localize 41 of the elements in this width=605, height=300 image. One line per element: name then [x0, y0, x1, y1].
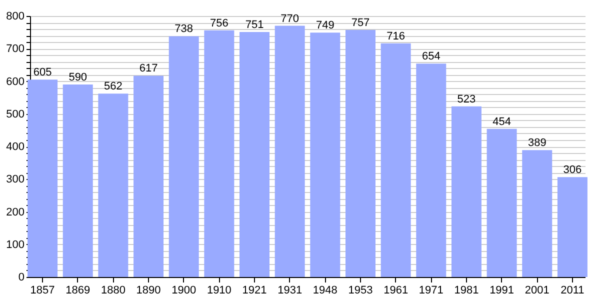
y-tick-label: 400 [6, 141, 24, 153]
data-label: 756 [210, 17, 228, 30]
data-label: 751 [245, 18, 264, 31]
data-label: 654 [422, 50, 440, 63]
x-tick-label: 1869 [66, 284, 90, 296]
data-label: 770 [280, 12, 300, 25]
y-tick-label: 100 [6, 238, 24, 251]
x-tick-label: 1981 [454, 284, 479, 296]
x-tick-label: 1991 [490, 284, 514, 296]
data-label: 562 [104, 80, 122, 93]
y-tick-label: 300 [6, 174, 24, 186]
data-label: 590 [68, 72, 88, 84]
y-tick-label: 700 [6, 43, 24, 56]
x-tick-label: 1900 [172, 284, 196, 296]
x-tick-label: 1880 [100, 284, 126, 296]
x-tick-label: 1857 [30, 284, 55, 296]
x-tick-label: 1961 [384, 284, 408, 296]
data-label: 454 [492, 116, 511, 128]
x-tick-label: 1953 [348, 284, 373, 296]
x-tick-label: 1971 [418, 284, 444, 296]
data-label: 306 [563, 164, 582, 176]
data-label: 605 [33, 66, 52, 79]
x-tick-label: 1890 [136, 284, 161, 296]
data-label: 617 [139, 62, 158, 75]
data-label: 738 [174, 23, 194, 36]
x-tick-label: 2001 [524, 284, 550, 296]
data-label: 757 [351, 17, 370, 30]
data-label: 389 [528, 137, 546, 150]
x-tick-label: 1921 [242, 284, 267, 296]
data-label: 716 [386, 30, 405, 42]
y-tick-label: 800 [6, 10, 24, 22]
y-tick-label: 500 [6, 108, 24, 120]
y-tick-label: 600 [6, 76, 24, 88]
y-tick-label: 200 [6, 206, 24, 218]
x-tick-label: 1931 [278, 284, 302, 296]
data-label: 523 [457, 93, 476, 106]
y-tick-label: 0 [18, 272, 24, 284]
data-label: 749 [316, 20, 334, 32]
x-tick-label: 1910 [206, 284, 232, 296]
x-tick-label: 2011 [560, 284, 584, 296]
x-tick-label: 1948 [312, 284, 338, 296]
